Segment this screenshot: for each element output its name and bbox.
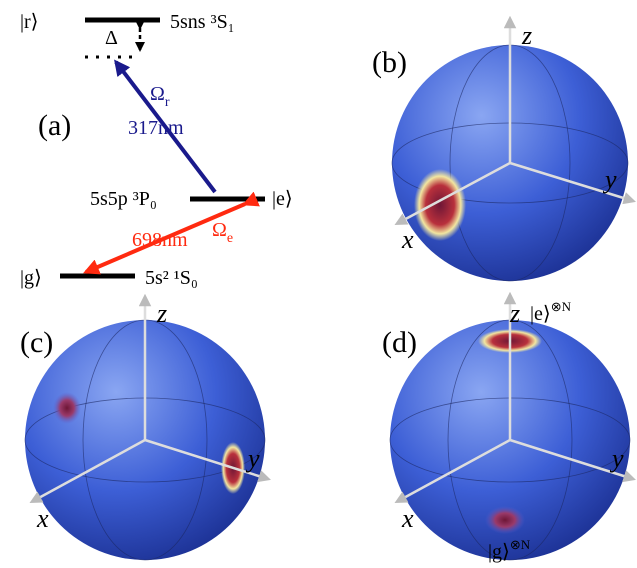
term-g: 5s² ¹S₀: [145, 267, 198, 289]
panel-label: (c): [20, 326, 53, 359]
wavelength-r: 317nm: [128, 117, 184, 139]
rabi-e: Ωe: [212, 219, 233, 246]
superscript: ⊗N: [551, 299, 572, 314]
bloch-sphere: z |e⟩⊗N x y |g⟩⊗N (d): [382, 291, 636, 563]
x-label: x: [36, 504, 49, 533]
rabi-subscript: r: [165, 95, 170, 110]
panel-label: (b): [372, 46, 407, 79]
y-axis: [509, 438, 636, 483]
y-label: y: [609, 444, 624, 473]
ket: |g⟩: [488, 541, 510, 563]
state-distribution: [414, 169, 466, 241]
ket-g: |g⟩: [20, 267, 42, 289]
state-distribution: [53, 392, 81, 424]
detuning: Δ: [105, 27, 118, 49]
rabi-symbol: Ω: [212, 219, 227, 241]
x-axis: [29, 438, 146, 503]
ket: |e⟩: [530, 303, 551, 325]
ket-r: |r⟩: [20, 11, 38, 33]
state-distribution: [485, 506, 525, 534]
z-label: z: [156, 299, 167, 328]
bloch-sphere: z x y (c): [20, 293, 271, 561]
x-axis: [394, 161, 511, 225]
x-axis: [394, 438, 511, 503]
y-label: y: [245, 444, 260, 473]
upper-arrow: [114, 59, 217, 194]
lower-arrow: [83, 191, 260, 275]
level-diagram: |r⟩ 5sns ³S₁ Δ 5s5p ³P₀ |e⟩ |g⟩ 5s² ¹S₀ …: [20, 11, 293, 289]
north-state: |e⟩⊗N: [530, 299, 572, 325]
ket-e: |e⟩: [272, 188, 293, 210]
z-label: z: [521, 21, 532, 50]
term-e: 5s5p ³P₀: [90, 188, 157, 210]
panel-label: (a): [38, 109, 71, 142]
bloch-sphere: z x y (b): [372, 15, 636, 282]
south-state: |g⟩⊗N: [488, 537, 531, 563]
x-label: x: [401, 225, 414, 254]
y-axis: [144, 438, 271, 483]
rabi-r: Ωr: [150, 83, 170, 110]
x-label: x: [401, 504, 414, 533]
rabi-symbol: Ω: [150, 83, 165, 105]
term-r: 5sns ³S₁: [170, 11, 235, 33]
rabi-subscript: e: [227, 231, 233, 246]
z-label: z: [509, 299, 520, 328]
panel-label: (d): [382, 326, 417, 359]
y-axis: [509, 161, 636, 205]
superscript: ⊗N: [510, 537, 531, 552]
wavelength-e: 698nm: [132, 229, 188, 251]
y-label: y: [602, 165, 617, 194]
